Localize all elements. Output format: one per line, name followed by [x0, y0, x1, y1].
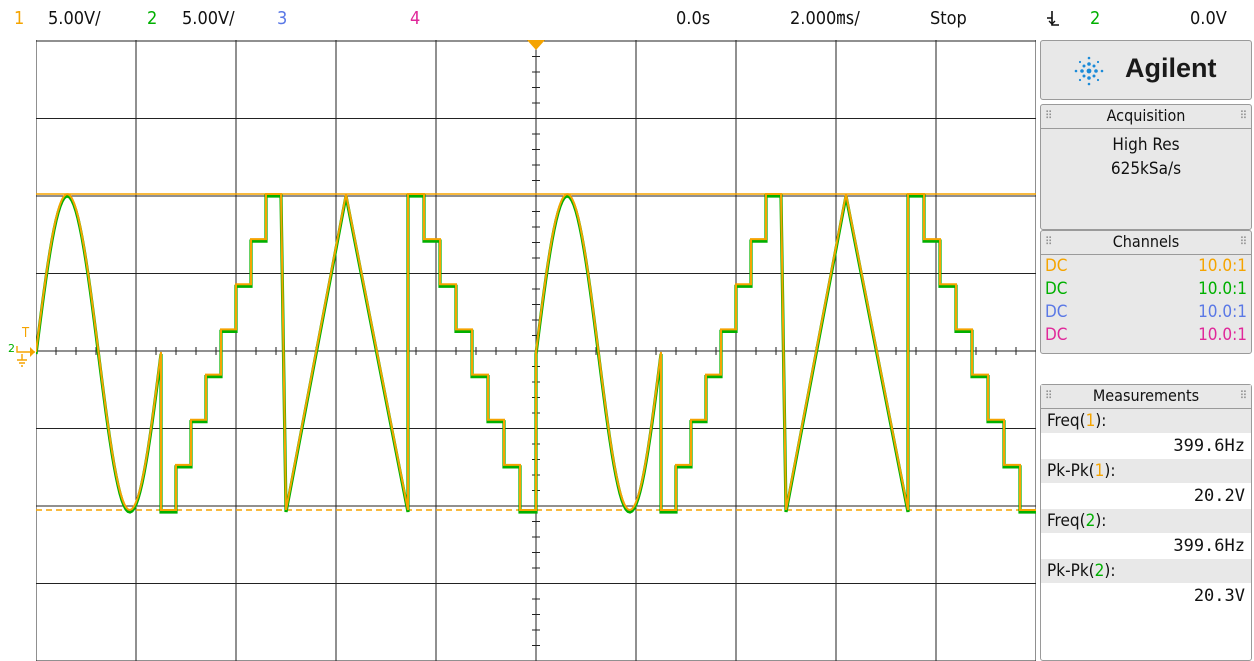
channel-probe: 10.0:1 [1198, 302, 1247, 322]
channel-row[interactable]: DC 10.0:1 [1041, 301, 1251, 324]
side-panel: Agilent ⠿ Acquisition ⠿ High Res 625kSa/… [1040, 40, 1254, 661]
grip-icon: ⠿ [1045, 389, 1053, 402]
falling-edge-icon[interactable] [1046, 8, 1060, 34]
grip-icon: ⠿ [1239, 109, 1247, 122]
waveform-ch1 [36, 193, 1036, 512]
measurements-box[interactable]: ⠿ Measurements ⠿ Freq(1): 399.6Hz Pk-Pk(… [1040, 384, 1252, 661]
time-delay[interactable]: 0.0s [676, 8, 711, 29]
ch3-number[interactable]: 3 [277, 8, 288, 29]
grip-icon: ⠿ [1239, 389, 1247, 402]
measurement-label: Pk-Pk(2): [1041, 559, 1251, 583]
channels-header[interactable]: ⠿ Channels ⠿ [1041, 231, 1251, 255]
run-state[interactable]: Stop [930, 8, 967, 29]
waveform-plot [36, 40, 1036, 661]
ch1-number[interactable]: 1 [14, 8, 25, 29]
grip-icon: ⠿ [1239, 235, 1247, 248]
ch2-scale[interactable]: 5.00V/ [182, 8, 235, 29]
channel-row[interactable]: DC 10.0:1 [1041, 255, 1251, 278]
channel-probe: 10.0:1 [1198, 256, 1247, 276]
status-bar: 1 5.00V/ 2 5.00V/ 3 4 0.0s 2.000㎳/ Stop … [0, 0, 1254, 38]
grip-icon: ⠿ [1045, 109, 1053, 122]
acquisition-mode: High Res [1112, 135, 1180, 155]
ch4-number[interactable]: 4 [410, 8, 421, 29]
channel-offset-marker[interactable]: 2 [2, 342, 38, 376]
agilent-logo-icon [1071, 54, 1107, 88]
channel-coupling: DC [1045, 302, 1068, 322]
measurements-header[interactable]: ⠿ Measurements ⠿ [1041, 385, 1251, 409]
brand-box: Agilent [1040, 40, 1252, 100]
ground-marker-label: 2 [8, 342, 15, 355]
channel-row[interactable]: DC 10.0:1 [1041, 324, 1251, 347]
time-scale[interactable]: 2.000㎳/ [790, 8, 860, 29]
measurement-label: Freq(1): [1041, 409, 1251, 433]
measurement-label: Freq(2): [1041, 509, 1251, 533]
measurement-value: 20.3V [1041, 583, 1251, 609]
measurement-value: 399.6Hz [1041, 533, 1251, 559]
brand-name: Agilent [1125, 53, 1217, 83]
acquisition-title: Acquisition [1106, 106, 1186, 125]
trigger-source[interactable]: 2 [1090, 8, 1101, 29]
measurements-title: Measurements [1092, 386, 1200, 405]
trigger-position-marker [527, 40, 545, 50]
trigger-level-marker[interactable]: T [22, 326, 30, 341]
acquisition-box[interactable]: ⠿ Acquisition ⠿ High Res 625kSa/s [1040, 104, 1252, 230]
channel-coupling: DC [1045, 279, 1068, 299]
channels-box[interactable]: ⠿ Channels ⠿ DC 10.0:1 DC 10.0:1 DC 10.0… [1040, 230, 1252, 354]
channel-probe: 10.0:1 [1198, 279, 1247, 299]
acquisition-header[interactable]: ⠿ Acquisition ⠿ [1041, 105, 1251, 129]
measurement-label: Pk-Pk(1): [1041, 459, 1251, 483]
channel-coupling: DC [1045, 325, 1068, 345]
measurement-value: 399.6Hz [1041, 433, 1251, 459]
trigger-level[interactable]: 0.0V [1190, 8, 1227, 29]
acquisition-rate: 625kSa/s [1110, 159, 1182, 179]
measurement-value: 20.2V [1041, 483, 1251, 509]
ch1-scale[interactable]: 5.00V/ [48, 8, 101, 29]
grip-icon: ⠿ [1045, 235, 1053, 248]
channel-row[interactable]: DC 10.0:1 [1041, 278, 1251, 301]
channel-coupling: DC [1045, 256, 1068, 276]
channel-probe: 10.0:1 [1198, 325, 1247, 345]
waveform-display[interactable] [36, 40, 1036, 661]
channels-title: Channels [1112, 232, 1180, 251]
ch2-number[interactable]: 2 [147, 8, 158, 29]
